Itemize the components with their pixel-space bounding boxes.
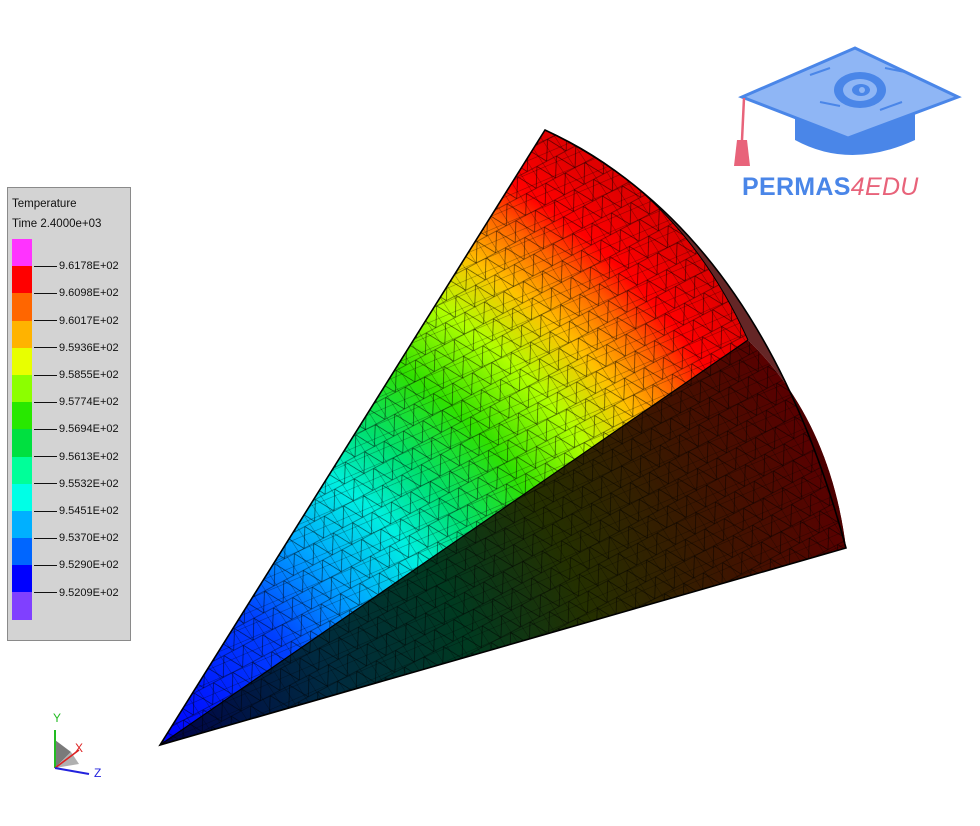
legend-swatch bbox=[12, 456, 32, 484]
legend-color-bar bbox=[12, 239, 32, 620]
legend-tick bbox=[34, 592, 57, 594]
legend-swatch bbox=[12, 266, 32, 294]
legend-value-label: 9.5370E+02 bbox=[34, 531, 119, 545]
legend-value-text: 9.6178E+02 bbox=[59, 260, 119, 273]
legend-tick bbox=[34, 483, 57, 485]
legend-value-text: 9.5613E+02 bbox=[59, 450, 119, 463]
legend-swatch bbox=[12, 320, 32, 348]
legend-title: Temperature bbox=[12, 198, 77, 210]
legend-value-text: 9.5855E+02 bbox=[59, 369, 119, 381]
legend-labels: 9.6178E+02 9.6098E+02 9.6017E+02 9.5936E+02… bbox=[8, 188, 132, 640]
legend-swatch bbox=[12, 239, 32, 267]
logo-wordmark: PERMAS4EDU bbox=[742, 173, 919, 202]
legend-swatch bbox=[12, 538, 32, 566]
x-axis-label: X bbox=[75, 741, 84, 755]
legend-tick bbox=[34, 564, 57, 566]
legend-swatch bbox=[12, 483, 32, 511]
legend-value-text: 9.5209E+02 bbox=[59, 586, 119, 599]
legend-swatch bbox=[12, 374, 32, 403]
legend-swatch bbox=[12, 293, 32, 321]
legend-value-label: 9.5855E+02 bbox=[34, 368, 119, 382]
legend-value-text: 9.5532E+02 bbox=[59, 477, 119, 490]
legend-swatch bbox=[12, 402, 32, 430]
legend-value-label: 9.5694E+02 bbox=[34, 422, 119, 436]
legend-tick bbox=[34, 292, 57, 294]
legend-value-text: 9.5370E+02 bbox=[59, 532, 119, 545]
legend-tick bbox=[34, 374, 57, 376]
legend-tick bbox=[34, 510, 57, 512]
axis-triad: Y X Z bbox=[45, 706, 115, 786]
legend-tick bbox=[34, 428, 57, 430]
legend-tick bbox=[34, 456, 57, 458]
legend-subtitle: Time 2.4000e+03 bbox=[12, 218, 102, 230]
legend-swatch bbox=[12, 347, 32, 375]
legend-value-text: 9.5290E+02 bbox=[59, 559, 119, 572]
legend-tick bbox=[34, 265, 57, 267]
legend-value-label: 9.5613E+02 bbox=[34, 450, 119, 464]
legend-value-text: 9.5451E+02 bbox=[59, 505, 119, 517]
legend-value-text: 9.6098E+02 bbox=[59, 287, 119, 300]
legend-value-label: 9.6178E+02 bbox=[34, 259, 119, 273]
legend-value-text: 9.5694E+02 bbox=[59, 423, 119, 436]
legend-value-label: 9.5451E+02 bbox=[34, 504, 119, 518]
y-axis-label: Y bbox=[53, 711, 62, 725]
z-axis-label: Z bbox=[94, 766, 102, 780]
legend-value-label: 9.6017E+02 bbox=[34, 314, 119, 328]
legend-swatch bbox=[12, 510, 32, 539]
legend-value-text: 9.5774E+02 bbox=[59, 396, 119, 409]
legend-value-text: 9.6017E+02 bbox=[59, 314, 119, 327]
legend-swatch bbox=[12, 565, 32, 593]
legend-value-label: 9.6098E+02 bbox=[34, 286, 119, 300]
logo-text-main: PERMAS bbox=[742, 173, 851, 201]
legend-value-label: 9.5209E+02 bbox=[34, 586, 119, 600]
legend-swatch bbox=[12, 429, 32, 457]
legend-value-label: 9.5774E+02 bbox=[34, 395, 119, 409]
legend-tick bbox=[34, 347, 57, 349]
legend-tick bbox=[34, 320, 57, 322]
legend-value-label: 9.5532E+02 bbox=[34, 477, 119, 491]
permas4edu-logo bbox=[734, 46, 962, 166]
legend-tick bbox=[34, 537, 57, 539]
legend-tick bbox=[34, 401, 57, 403]
logo-text-accent: 4EDU bbox=[850, 173, 919, 201]
color-legend: Temperature Time 2.4000e+03 9.6178E+02 9.… bbox=[7, 187, 131, 641]
legend-swatch bbox=[12, 592, 32, 620]
legend-value-text: 9.5936E+02 bbox=[59, 341, 119, 354]
legend-value-label: 9.5290E+02 bbox=[34, 558, 119, 572]
legend-value-label: 9.5936E+02 bbox=[34, 341, 119, 355]
